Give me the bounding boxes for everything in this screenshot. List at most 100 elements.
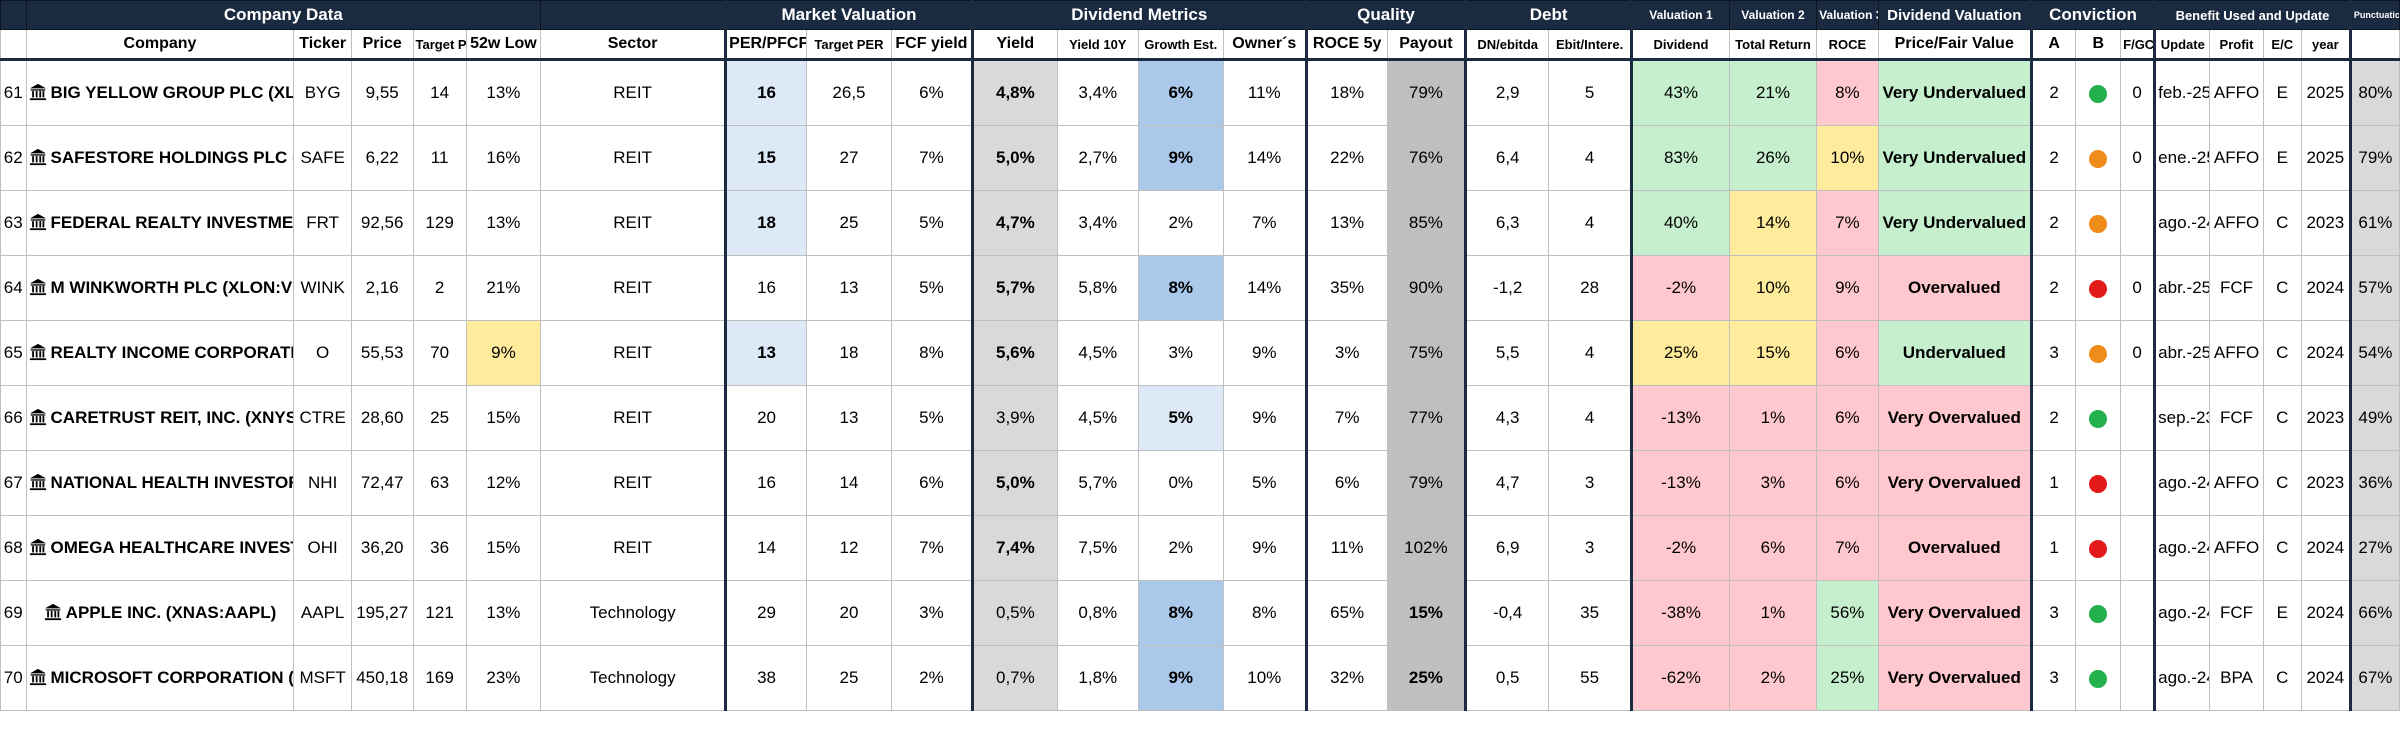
ebit-interest-cell[interactable]: 55 (1548, 645, 1633, 711)
company-cell[interactable]: APPLE INC. (XNAS:AAPL) (25, 580, 295, 646)
yield-cell[interactable]: 4,7% (970, 190, 1058, 256)
profit-cell[interactable]: FCF (2209, 255, 2264, 321)
target-price-cell[interactable]: 11 (412, 125, 467, 191)
price-fair-value-cell[interactable]: Very Overvalued (1877, 580, 2032, 646)
yield-cell[interactable]: 5,0% (970, 125, 1058, 191)
punctuation-cell[interactable]: 27% (2348, 515, 2400, 581)
roce-5y-cell[interactable]: 6% (1304, 450, 1388, 516)
yield-10y-cell[interactable]: 4,5% (1056, 385, 1139, 451)
table-row[interactable]: 61 BIG YELLOW GROUP PLC (XLC BYG 9,55 14 13% R… (0, 59, 2400, 126)
year-cell[interactable]: 2024 (2300, 320, 2351, 386)
profit-cell[interactable]: AFFO (2209, 320, 2264, 386)
owners-cell[interactable]: 8% (1222, 580, 1307, 646)
ec-cell[interactable]: C (2262, 255, 2302, 321)
sector-cell[interactable]: REIT (540, 515, 727, 581)
conviction-b-cell[interactable] (2075, 125, 2122, 191)
growth-cell[interactable]: 6% (1137, 59, 1224, 126)
profit-cell[interactable]: AFFO (2209, 450, 2264, 516)
owners-cell[interactable]: 9% (1222, 515, 1307, 581)
sector-cell[interactable]: REIT (540, 125, 727, 191)
conviction-b-cell[interactable] (2075, 59, 2122, 126)
dn-ebitda-cell[interactable]: 2,9 (1464, 59, 1550, 126)
update-cell[interactable]: ago.-24 (2153, 515, 2211, 581)
fgc-cell[interactable]: 0 (2120, 255, 2156, 321)
ticker-cell[interactable]: FRT (293, 190, 352, 256)
valuation-dividend-cell[interactable]: -62% (1630, 645, 1730, 711)
year-cell[interactable]: 2023 (2300, 190, 2351, 256)
year-cell[interactable]: 2025 (2300, 59, 2351, 126)
sector-cell[interactable]: REIT (540, 385, 727, 451)
per-cell[interactable]: 15 (724, 125, 807, 191)
company-cell[interactable]: CARETRUST REIT, INC. (XNYS: (25, 385, 295, 451)
valuation-dividend-cell[interactable]: 83% (1630, 125, 1730, 191)
conviction-b-cell[interactable] (2075, 645, 2122, 711)
dn-ebitda-cell[interactable]: 0,5 (1464, 645, 1550, 711)
row-number[interactable]: 63 (0, 190, 27, 256)
fcf-yield-cell[interactable]: 6% (891, 450, 973, 516)
ec-cell[interactable]: E (2262, 580, 2302, 646)
target-price-cell[interactable]: 70 (412, 320, 467, 386)
conviction-a-cell[interactable]: 2 (2029, 59, 2077, 126)
target-per-cell[interactable]: 26,5 (805, 59, 893, 126)
profit-cell[interactable]: AFFO (2209, 515, 2264, 581)
punctuation-cell[interactable]: 79% (2348, 125, 2400, 191)
52w-low-cell[interactable]: 16% (465, 125, 542, 191)
year-cell[interactable]: 2025 (2300, 125, 2351, 191)
fcf-yield-cell[interactable]: 5% (891, 255, 973, 321)
52w-low-cell[interactable]: 21% (465, 255, 542, 321)
target-price-cell[interactable]: 169 (412, 645, 467, 711)
valuation-roce-cell[interactable]: 9% (1816, 255, 1879, 321)
ticker-cell[interactable]: O (293, 320, 352, 386)
target-price-cell[interactable]: 25 (412, 385, 467, 451)
year-cell[interactable]: 2024 (2300, 645, 2351, 711)
per-cell[interactable]: 18 (724, 190, 807, 256)
ec-cell[interactable]: C (2262, 320, 2302, 386)
ebit-interest-cell[interactable]: 3 (1548, 515, 1633, 581)
company-cell[interactable]: SAFESTORE HOLDINGS PLC (X (25, 125, 295, 191)
conviction-b-cell[interactable] (2075, 450, 2122, 516)
conviction-a-cell[interactable]: 1 (2029, 450, 2077, 516)
yield-10y-cell[interactable]: 5,7% (1056, 450, 1139, 516)
yield-10y-cell[interactable]: 3,4% (1056, 190, 1139, 256)
update-cell[interactable]: ene.-25 (2153, 125, 2211, 191)
52w-low-cell[interactable]: 23% (465, 645, 542, 711)
ticker-cell[interactable]: WINK (293, 255, 352, 321)
roce-5y-cell[interactable]: 18% (1304, 59, 1388, 126)
yield-cell[interactable]: 5,6% (970, 320, 1058, 386)
price-cell[interactable]: 450,18 (350, 645, 414, 711)
company-cell[interactable]: FEDERAL REALTY INVESTMEN (25, 190, 295, 256)
profit-cell[interactable]: AFFO (2209, 190, 2264, 256)
profit-cell[interactable]: AFFO (2209, 59, 2264, 126)
dn-ebitda-cell[interactable]: 4,7 (1464, 450, 1550, 516)
target-per-cell[interactable]: 27 (805, 125, 893, 191)
valuation-total-return-cell[interactable]: 14% (1728, 190, 1818, 256)
ec-cell[interactable]: C (2262, 190, 2302, 256)
per-cell[interactable]: 38 (724, 645, 807, 711)
valuation-total-return-cell[interactable]: 10% (1728, 255, 1818, 321)
roce-5y-cell[interactable]: 11% (1304, 515, 1388, 581)
conviction-a-cell[interactable]: 2 (2029, 255, 2077, 321)
target-per-cell[interactable]: 25 (805, 190, 893, 256)
valuation-roce-cell[interactable]: 56% (1816, 580, 1879, 646)
price-cell[interactable]: 36,20 (350, 515, 414, 581)
fcf-yield-cell[interactable]: 6% (891, 59, 973, 126)
target-per-cell[interactable]: 25 (805, 645, 893, 711)
yield-10y-cell[interactable]: 2,7% (1056, 125, 1139, 191)
target-price-cell[interactable]: 36 (412, 515, 467, 581)
row-number[interactable]: 68 (0, 515, 27, 581)
year-cell[interactable]: 2023 (2300, 385, 2351, 451)
price-fair-value-cell[interactable]: Very Overvalued (1877, 385, 2032, 451)
update-cell[interactable]: ago.-24 (2153, 645, 2211, 711)
fcf-yield-cell[interactable]: 5% (891, 190, 973, 256)
valuation-total-return-cell[interactable]: 1% (1728, 385, 1818, 451)
per-cell[interactable]: 14 (724, 515, 807, 581)
fcf-yield-cell[interactable]: 8% (891, 320, 973, 386)
dn-ebitda-cell[interactable]: 6,4 (1464, 125, 1550, 191)
punctuation-cell[interactable]: 61% (2348, 190, 2400, 256)
punctuation-cell[interactable]: 54% (2348, 320, 2400, 386)
fgc-cell[interactable] (2120, 645, 2156, 711)
valuation-total-return-cell[interactable]: 1% (1728, 580, 1818, 646)
yield-10y-cell[interactable]: 4,5% (1056, 320, 1139, 386)
row-number[interactable]: 62 (0, 125, 27, 191)
52w-low-cell[interactable]: 9% (465, 320, 542, 386)
